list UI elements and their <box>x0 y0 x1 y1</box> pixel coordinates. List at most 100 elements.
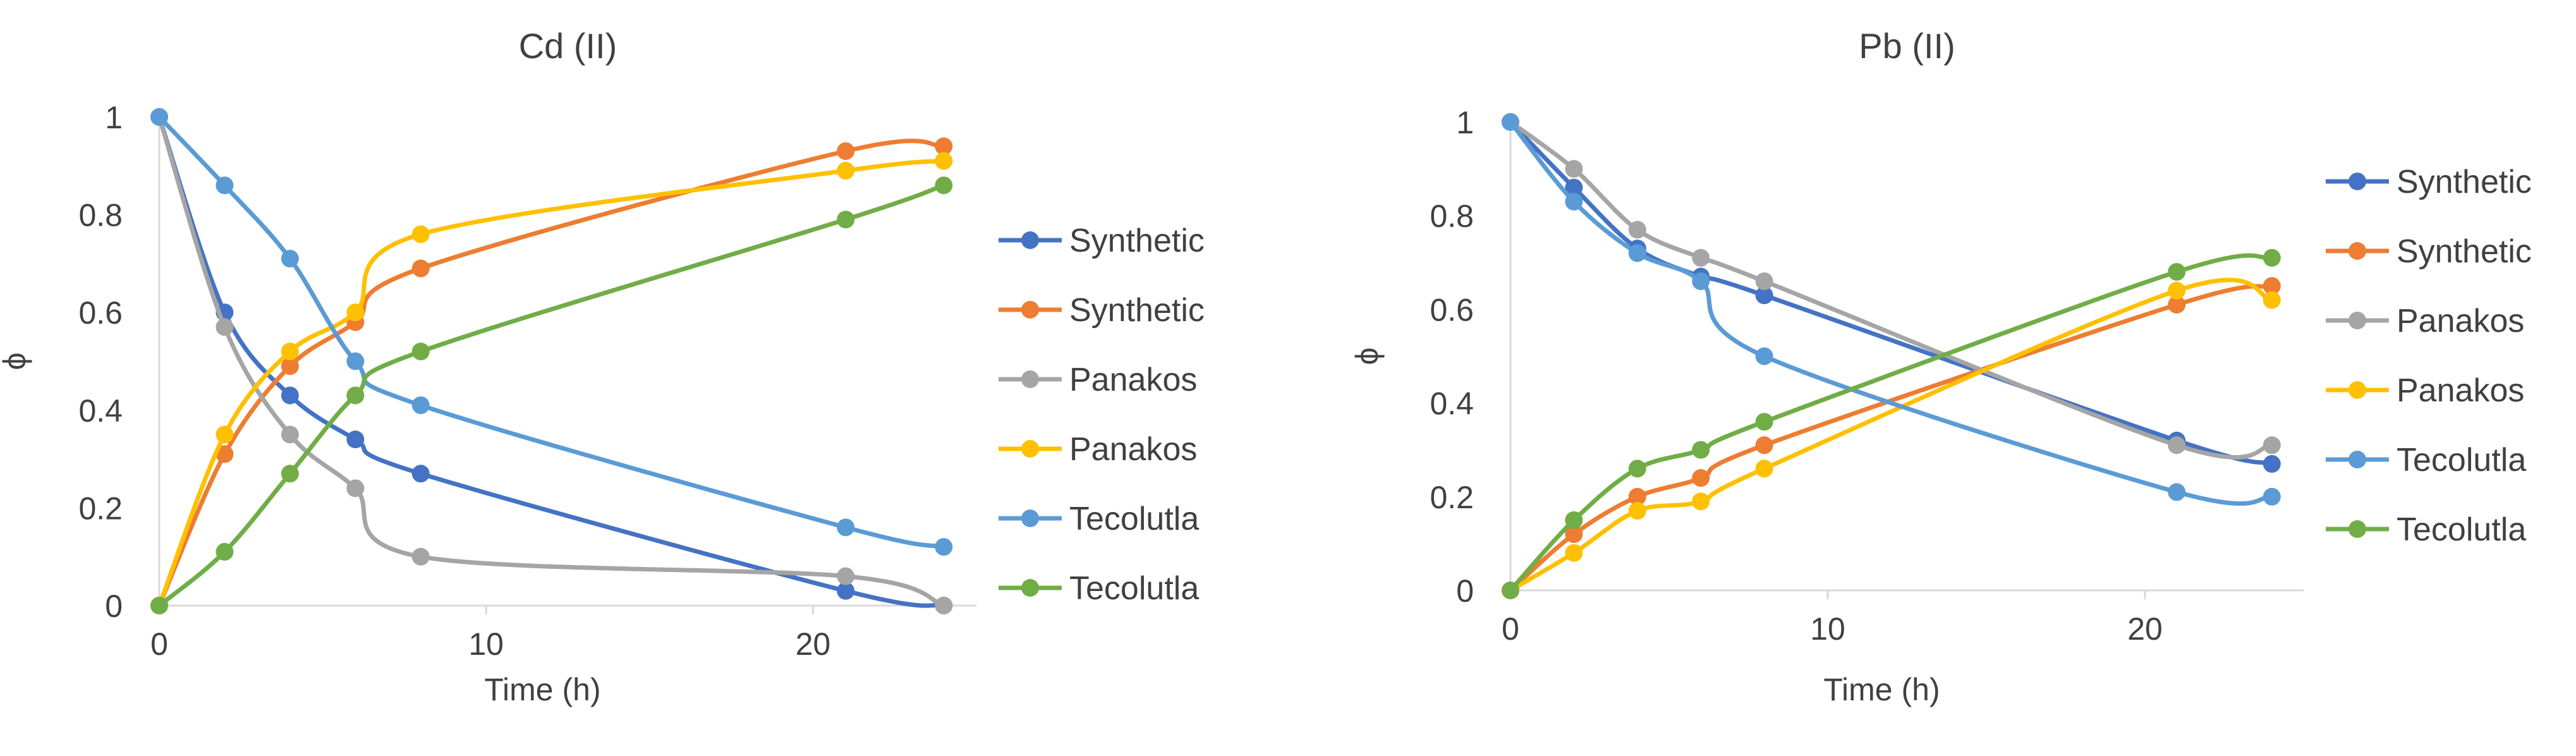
legend-label: Tecolutla <box>2397 511 2526 548</box>
data-point <box>216 542 234 561</box>
data-point <box>411 396 430 415</box>
data-point <box>935 152 953 170</box>
data-point <box>837 518 855 537</box>
data-point <box>411 465 430 483</box>
data-point <box>411 259 430 277</box>
data-point <box>346 479 365 497</box>
data-point <box>2263 454 2281 473</box>
data-point <box>2168 281 2186 300</box>
data-point <box>1628 487 1646 506</box>
series-line <box>1508 253 2275 593</box>
y-tick-label: 0.4 <box>1430 386 1474 422</box>
data-point <box>1755 286 1773 305</box>
legend-label: Tecolutla <box>2397 442 2526 479</box>
data-point <box>1692 248 1710 267</box>
y-tick-label: 0.6 <box>1430 292 1474 327</box>
legend-swatch-marker <box>2348 381 2366 399</box>
legend-label: Synthetic <box>2397 164 2532 200</box>
legend-swatch-marker <box>1021 579 1039 597</box>
series-tecolutla-5 <box>150 108 953 556</box>
legend-swatch-marker <box>1021 301 1039 319</box>
data-point <box>1628 221 1646 239</box>
data-point <box>837 210 855 229</box>
legend-swatch-marker <box>2348 242 2366 260</box>
y-tick-label: 0.6 <box>78 295 123 331</box>
series-line <box>157 114 946 549</box>
data-point <box>281 386 299 405</box>
legend: Synthetic Synthetic Panakos Panakos Tecolutl… <box>999 223 1205 607</box>
data-point <box>1692 469 1710 487</box>
legend-swatch-marker <box>1021 231 1039 249</box>
data-point <box>411 547 430 566</box>
data-point <box>1565 544 1583 562</box>
data-point <box>216 318 234 336</box>
x-tick-label: 10 <box>468 626 504 662</box>
data-point <box>1565 192 1583 210</box>
data-point <box>281 250 299 268</box>
legend-swatch-marker <box>1021 440 1039 458</box>
data-point <box>1692 492 1710 511</box>
data-point <box>1755 347 1773 365</box>
chart-title: Pb (II) <box>1859 26 1955 66</box>
y-tick-label: 0.2 <box>78 491 123 526</box>
data-point <box>837 567 855 585</box>
series-panakos-3 <box>150 108 953 614</box>
data-point <box>1628 244 1646 262</box>
data-point <box>1565 525 1583 544</box>
legend-label: Tecolutla <box>1069 501 1199 537</box>
data-point <box>1565 511 1583 529</box>
data-point <box>1565 178 1583 197</box>
series-line <box>1508 119 2275 460</box>
x-tick-label: 0 <box>150 626 168 662</box>
x-axis-label: Time (h) <box>484 672 600 707</box>
legend-swatch-marker <box>1021 509 1039 527</box>
legend-swatch-marker <box>2348 173 2366 190</box>
data-point <box>935 538 953 556</box>
legend-swatch-marker <box>2348 451 2366 468</box>
series-synthetic-1 <box>150 108 953 614</box>
y-axis-label: ϕ <box>1349 347 1385 365</box>
legend-label: Synthetic <box>2397 233 2532 270</box>
data-point <box>346 386 365 405</box>
legend-label: Panakos <box>2397 372 2524 409</box>
data-point <box>281 465 299 483</box>
x-tick-label: 20 <box>796 626 831 662</box>
data-point <box>2168 436 2186 454</box>
data-point <box>411 225 430 243</box>
data-point <box>837 142 855 161</box>
data-point <box>150 108 168 126</box>
data-point <box>2263 436 2281 454</box>
legend-label: Panakos <box>1069 362 1197 398</box>
data-point <box>411 343 430 361</box>
x-tick-label: 20 <box>2127 611 2163 647</box>
data-point <box>150 597 168 614</box>
data-point <box>216 176 234 195</box>
data-point <box>281 343 299 361</box>
series-tecolutla-5 <box>1502 113 2281 506</box>
data-point <box>1502 113 1519 131</box>
data-point <box>346 352 365 370</box>
data-point <box>1692 441 1710 459</box>
y-axis-label: ϕ <box>0 352 32 370</box>
data-point <box>281 425 299 444</box>
data-point <box>1755 436 1773 454</box>
y-tick-label: 0 <box>105 588 123 624</box>
data-point <box>216 445 234 463</box>
legend-swatch-marker <box>2348 312 2366 329</box>
data-point <box>2168 295 2186 314</box>
legend: Synthetic Synthetic Panakos Panakos Tecolutl… <box>2326 164 2532 548</box>
data-point <box>281 357 299 375</box>
series-tecolutla-6 <box>150 176 953 614</box>
data-point <box>1755 460 1773 478</box>
y-tick-label: 0.8 <box>78 198 123 233</box>
legend-swatch-marker <box>2348 520 2366 538</box>
data-point <box>2168 263 2186 281</box>
data-point <box>1628 460 1646 478</box>
y-tick-label: 0.2 <box>1430 480 1474 515</box>
chart-1: Cd (II) 0 10 20 0 0.2 0.4 0.6 0.8 1 Time (h) ϕ Synth… <box>0 26 1205 707</box>
y-tick-label: 0 <box>1456 573 1474 609</box>
y-tick-label: 1 <box>1456 105 1474 140</box>
data-point <box>1755 413 1773 431</box>
